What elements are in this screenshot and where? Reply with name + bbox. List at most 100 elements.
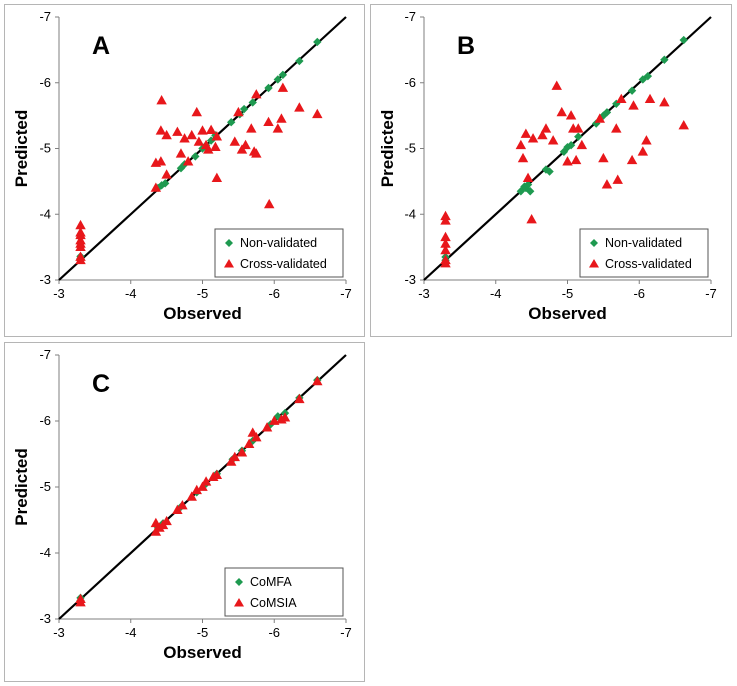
data-point-triangle: [570, 154, 582, 165]
data-point-triangle: [240, 139, 251, 150]
data-point-triangle: [522, 172, 534, 182]
data-point-triangle: [547, 135, 559, 145]
data-point-triangle: [211, 172, 223, 182]
data-point-diamond: [679, 35, 688, 45]
data-point-triangle: [598, 152, 609, 163]
panel-label: A: [92, 32, 110, 60]
x-axis-title: Observed: [163, 304, 241, 323]
x-tick-label: -6: [633, 286, 645, 301]
data-point-triangle: [294, 393, 305, 404]
y-tick-label: -5: [39, 479, 51, 494]
x-tick-label: -6: [268, 625, 280, 640]
data-point-triangle: [156, 95, 167, 105]
y-tick-label: -6: [39, 75, 51, 90]
data-point-triangle: [75, 593, 86, 604]
data-point-diamond: [273, 75, 283, 84]
data-point-triangle: [526, 214, 537, 224]
data-point-triangle: [200, 476, 212, 486]
data-point-triangle: [616, 93, 627, 104]
legend-label: Cross-validated: [240, 257, 327, 271]
data-point-triangle: [440, 254, 451, 265]
data-point-triangle: [155, 125, 167, 135]
data-point-triangle: [191, 484, 202, 495]
y-tick-label: -3: [39, 272, 51, 287]
data-point-diamond: [521, 183, 531, 193]
chart-a: -3-3 -4 -4 -5 -5 -6 -6 -7 -7 A Observed Predicted No…: [12, 9, 352, 323]
data-point-diamond: [239, 104, 249, 114]
legend-marker-triangle: [224, 259, 234, 268]
data-point-triangle: [277, 82, 289, 92]
data-point-triangle: [540, 123, 552, 133]
data-point-triangle: [601, 179, 613, 189]
data-point-triangle: [243, 438, 255, 448]
data-point-triangle: [440, 231, 451, 242]
data-point-triangle: [520, 128, 532, 138]
data-point-triangle: [203, 144, 214, 154]
data-point-triangle: [229, 451, 241, 462]
x-tick-label: -6: [268, 286, 280, 301]
data-point-triangle: [312, 375, 323, 386]
data-point-triangle: [628, 100, 639, 110]
data-point-triangle: [612, 174, 623, 184]
x-tick-label: -3: [53, 625, 65, 640]
x-tick-label: -7: [340, 286, 352, 301]
legend-label: Cross-validated: [605, 257, 692, 271]
y-tick-label: -7: [39, 347, 51, 362]
data-point-triangle: [527, 133, 539, 143]
legend-label: CoMSIA: [250, 596, 297, 610]
data-point-triangle: [573, 123, 584, 133]
data-point-diamond: [638, 75, 648, 84]
data-point-triangle: [576, 139, 588, 150]
legend-box: [214, 228, 344, 278]
y-tick-label: -3: [404, 272, 416, 287]
data-point-triangle: [272, 123, 284, 133]
y-tick-label: -6: [404, 75, 416, 90]
panel-label: C: [92, 370, 110, 398]
data-point-triangle: [517, 152, 529, 163]
data-point-diamond: [248, 98, 257, 107]
data-point-diamond: [574, 132, 583, 141]
data-point-triangle: [236, 447, 248, 457]
data-point-diamond: [160, 179, 170, 188]
data-point-triangle: [182, 156, 194, 166]
data-point-triangle: [210, 141, 221, 152]
legend-label: Non-validated: [240, 236, 317, 250]
data-point-triangle: [229, 136, 241, 146]
legend-marker-diamond: [235, 578, 243, 586]
data-point-diamond: [264, 83, 273, 93]
data-point-triangle: [186, 491, 197, 501]
data-point-triangle: [263, 116, 274, 127]
data-point-triangle: [279, 412, 291, 422]
data-point-triangle: [251, 89, 262, 99]
data-point-triangle: [264, 198, 275, 209]
legend-marker-diamond: [590, 239, 598, 247]
data-point-triangle: [205, 124, 217, 134]
data-point-diamond: [563, 142, 572, 152]
y-tick-label: -5: [39, 141, 51, 156]
x-tick-label: -5: [562, 286, 574, 301]
y-tick-label: -3: [39, 611, 51, 626]
data-point-triangle: [155, 156, 167, 166]
panel-a: -3 -3 -4 -4 -5 -5 -6 -6 -7 -7 A Observed Predicted No…: [4, 4, 365, 337]
data-point-triangle: [312, 108, 323, 119]
y-tick-label: -5: [404, 141, 416, 156]
x-tick-label: -5: [197, 286, 209, 301]
data-point-triangle: [537, 129, 548, 140]
data-point-triangle: [233, 106, 244, 117]
data-point-diamond: [660, 55, 669, 64]
legend-marker-diamond: [225, 239, 233, 247]
y-axis-title: Predicted: [12, 448, 31, 525]
data-point-triangle: [211, 469, 223, 479]
data-point-triangle: [276, 113, 287, 123]
data-point-triangle: [637, 146, 649, 156]
data-point-diamond: [545, 167, 554, 176]
data-point-triangle: [611, 123, 622, 133]
x-tick-label: -3: [418, 286, 430, 301]
panel-label: B: [457, 32, 475, 60]
data-point-triangle: [251, 432, 262, 442]
data-point-diamond: [295, 56, 304, 66]
x-tick-label: -7: [705, 286, 717, 301]
data-point-triangle: [556, 106, 567, 117]
y-tick-label: -4: [39, 545, 51, 560]
data-point-triangle: [440, 210, 451, 221]
